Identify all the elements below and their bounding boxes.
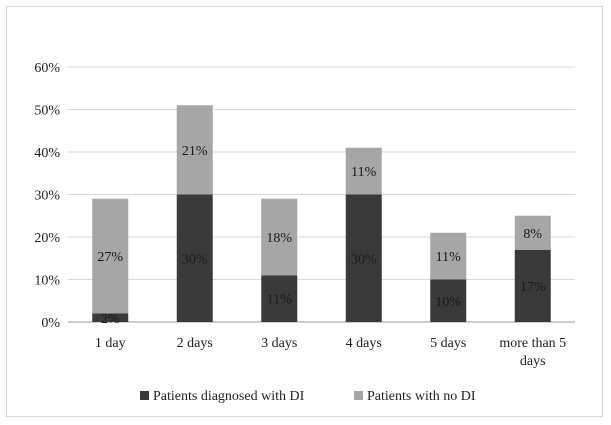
legend-swatch-series-1 [140, 391, 149, 400]
legend-swatch-series-2 [354, 391, 363, 400]
data-label-series-1: 10% [435, 295, 461, 310]
data-label-series-2: 8% [523, 227, 542, 242]
bar-segment-series-2 [514, 215, 551, 250]
bar-segment-series-1 [261, 275, 298, 322]
bars [92, 105, 551, 322]
data-label-series-2: 27% [97, 250, 123, 265]
y-tick-label: 20% [34, 231, 60, 246]
bar-segment-series-2 [176, 105, 213, 195]
data-label-series-1: 17% [520, 280, 546, 295]
x-category-label: 3 days [261, 336, 297, 351]
legend: Patients diagnosed with DI Patients with… [140, 389, 476, 404]
legend-label-series-1: Patients diagnosed with DI [153, 389, 305, 404]
legend-label-series-2: Patients with no DI [367, 389, 476, 404]
bar-segment-series-2 [92, 198, 129, 314]
data-label-series-2: 11% [436, 250, 461, 265]
bar-segment-series-2 [345, 147, 382, 195]
data-label-series-1: 2% [101, 312, 120, 327]
data-label-series-1: 30% [182, 252, 208, 267]
y-tick-label: 50% [34, 104, 60, 119]
y-tick-label: 40% [34, 146, 60, 161]
bar-segment-series-1 [176, 194, 213, 322]
bar-segment-series-2 [430, 232, 467, 280]
bar-segment-series-1 [345, 194, 382, 322]
data-label-series-2: 18% [266, 231, 292, 246]
data-labels: 2% 27% 30% 21% 11% 18% 30% 11% 10% 11% 17% 8% [97, 144, 546, 327]
gridlines [68, 66, 575, 323]
bar-segment-series-1 [92, 313, 129, 322]
data-label-series-2: 11% [351, 165, 376, 180]
x-category-label: 1 day [95, 336, 126, 351]
x-category-label: 4 days [346, 336, 382, 351]
bar-segment-series-1 [430, 279, 467, 322]
y-axis-tick-labels: 0% 10% 20% 30% 40% 50% 60% [34, 61, 60, 331]
data-label-series-2: 21% [182, 144, 208, 159]
bar-segment-series-2 [261, 198, 298, 276]
y-tick-label: 30% [34, 189, 60, 204]
x-axis-category-labels: 1 day 2 days 3 days 4 days 5 days more than 5… [95, 336, 566, 369]
x-category-label: more than 5 days [499, 336, 566, 369]
y-tick-label: 10% [34, 274, 60, 289]
bar-segment-series-1 [514, 249, 551, 322]
y-tick-label: 0% [41, 316, 60, 331]
x-category-label: 2 days [177, 336, 213, 351]
data-label-series-1: 11% [267, 293, 292, 308]
x-category-label: 5 days [430, 336, 466, 351]
y-tick-label: 60% [34, 61, 60, 76]
data-label-series-1: 30% [351, 252, 377, 267]
